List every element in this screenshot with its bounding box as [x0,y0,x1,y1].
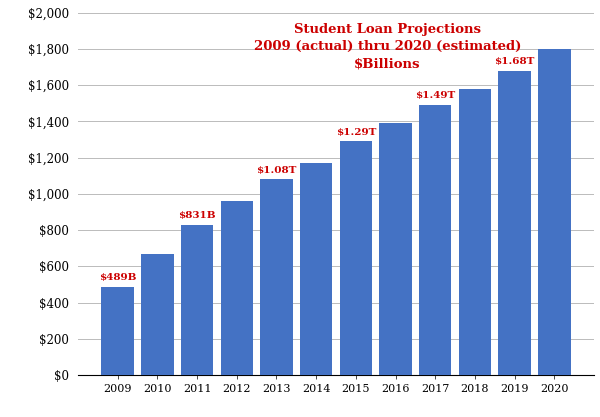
Text: $1.49T: $1.49T [415,91,455,100]
Bar [260,179,293,375]
Bar [538,49,571,375]
Text: $831B: $831B [178,211,216,220]
Bar [458,89,491,375]
Text: $489B: $489B [99,273,136,282]
Text: $1.68T: $1.68T [494,57,535,66]
Bar [221,201,253,375]
Text: $1.08T: $1.08T [256,166,296,175]
Bar [181,225,214,375]
Bar [340,141,372,375]
Bar [101,286,134,375]
Bar [300,163,332,375]
Bar [499,70,531,375]
Bar [379,123,412,375]
Text: $1.29T: $1.29T [335,128,376,137]
Bar [141,254,173,375]
Bar [419,105,451,375]
Text: Student Loan Projections
2009 (actual) thru 2020 (estimated)
$Billions: Student Loan Projections 2009 (actual) t… [254,23,521,70]
